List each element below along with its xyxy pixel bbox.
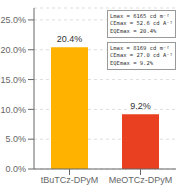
svg-text:25.0%: 25.0% bbox=[8, 15, 26, 25]
svg-text:MeOTCz-DPyM: MeOTCz-DPyM bbox=[109, 175, 172, 185]
svg-text:10.0%: 10.0% bbox=[8, 105, 26, 115]
svg-text:5.0%: 5.0% bbox=[8, 134, 26, 144]
svg-text:15.0%: 15.0% bbox=[8, 75, 26, 85]
svg-text:9.2%: 9.2% bbox=[130, 101, 151, 111]
html-text:Lmax = 6165 cd m⁻²: Lmax = 6165 cd m⁻² bbox=[110, 13, 170, 19]
svg-text:20.4%: 20.4% bbox=[57, 34, 83, 44]
html-text:Lmax = 8169 cd m⁻²: Lmax = 8169 cd m⁻² bbox=[110, 45, 170, 51]
html-text:CEmax = 27.0 cd A⁻¹: CEmax = 27.0 cd A⁻¹ bbox=[110, 52, 173, 59]
html-text:EQEmax = 20.4%: EQEmax = 20.4% bbox=[110, 27, 157, 34]
html-text:CEmax = 52.6 cd A⁻¹: CEmax = 52.6 cd A⁻¹ bbox=[110, 20, 173, 27]
svg-text:20.0%: 20.0% bbox=[8, 45, 26, 55]
html-text:EQEmax = 9.2%: EQEmax = 9.2% bbox=[110, 59, 153, 66]
svg-text:0.0%: 0.0% bbox=[8, 164, 26, 174]
svg-text:tBuTCz-DPyM: tBuTCz-DPyM bbox=[41, 175, 99, 185]
